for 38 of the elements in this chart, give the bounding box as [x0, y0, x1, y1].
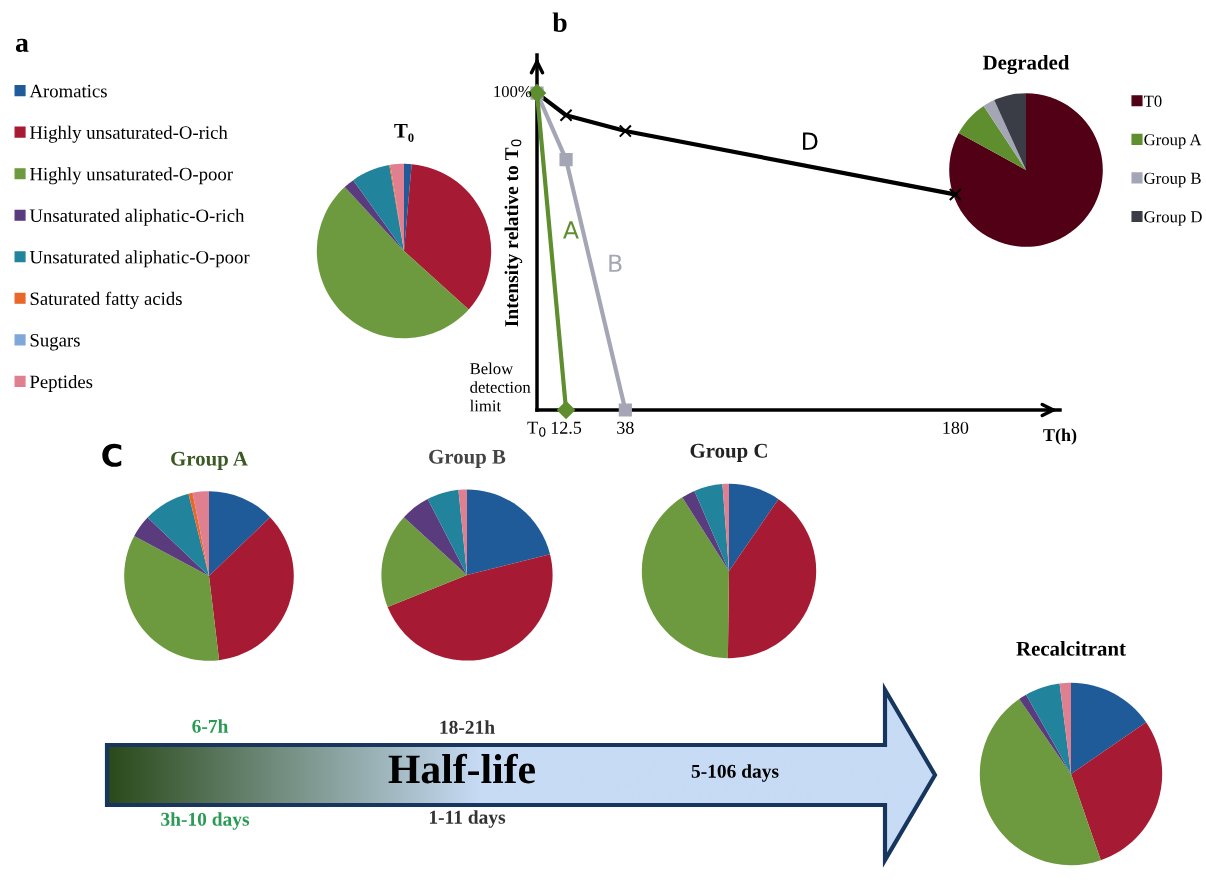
text: 100%: [494, 85, 532, 98]
chart-title: Group B: [429, 449, 506, 468]
chart-title: Degraded: [982, 54, 1070, 74]
text: 5-106 days: [691, 764, 779, 782]
y-axis-title: Intensity relative to T$_{0}$: [504, 139, 523, 327]
text: Half-life: [388, 753, 535, 784]
text: T₀: [394, 123, 414, 142]
legend-label: Saturated fatty acids: [30, 291, 182, 309]
legend-label: Unsaturated aliphatic-O-rich: [29, 208, 245, 226]
legend-label: Sugars: [30, 334, 80, 351]
series-label: A: [563, 221, 579, 239]
legend-label: Group A: [1144, 134, 1202, 149]
x-tick-label: 38: [617, 421, 634, 434]
series-label: D: [803, 132, 818, 150]
chart-title: Recalcitrant: [1016, 641, 1126, 656]
text: b: [552, 12, 567, 32]
text: C: [102, 443, 122, 467]
series-label: B: [609, 254, 622, 272]
x-tick-label: 180: [943, 421, 969, 434]
text: 18-21h: [440, 720, 495, 734]
x-tick-label: T$_{0}$: [527, 421, 546, 437]
chart-title: Group C: [690, 443, 767, 462]
legend-label: Aromatics: [29, 84, 107, 98]
legend-label: Highly unsaturated-O-rich: [29, 125, 228, 143]
legend-label: Peptides: [29, 374, 93, 392]
legend-label: Highly unsaturated-O-poor: [29, 167, 233, 185]
x-axis-title: T(h): [1043, 428, 1077, 445]
legend-label: Group B: [1144, 172, 1201, 188]
text: 3h-10 days: [161, 812, 250, 830]
legend-label: Unsaturated aliphatic-O-poor: [29, 250, 250, 268]
text: a: [15, 38, 29, 52]
x-tick-label: 12.5: [551, 421, 582, 434]
text: 1-11 days: [429, 810, 506, 828]
chart-title: Group A: [171, 451, 248, 470]
text: 6-7h: [192, 719, 229, 733]
legend-label: T0: [1143, 95, 1162, 107]
text: Below detection limit: [469, 362, 531, 412]
legend-label: Group D: [1144, 211, 1202, 226]
